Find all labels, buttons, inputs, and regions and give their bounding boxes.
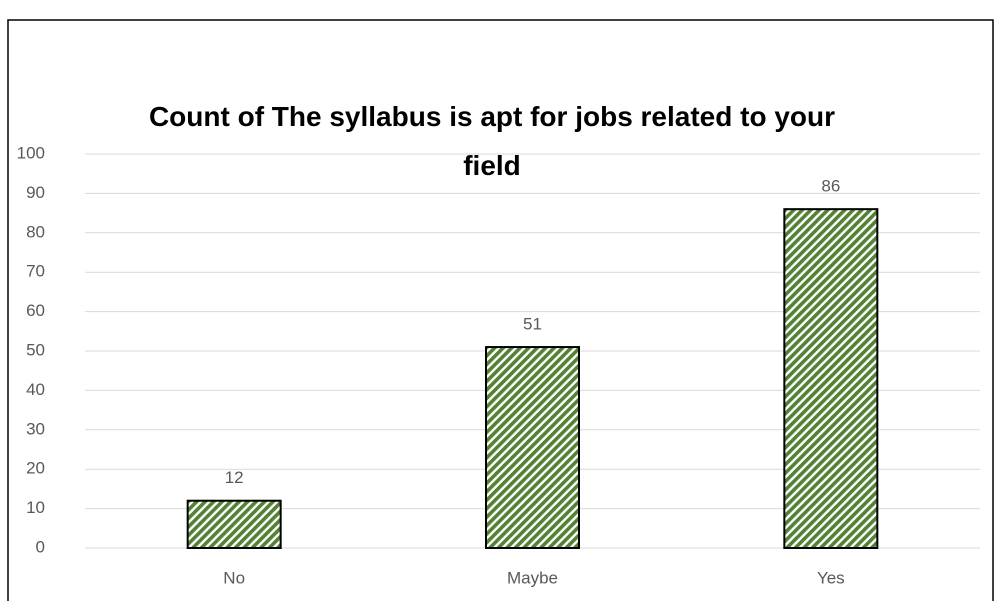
y-tick-label: 60 [26, 301, 45, 320]
data-label: 51 [523, 315, 542, 334]
y-tick-label: 10 [26, 498, 45, 517]
y-tick-label: 40 [26, 380, 45, 399]
data-label: 86 [821, 177, 840, 196]
x-tick-label: No [223, 568, 245, 587]
chart-border [7, 19, 994, 601]
bar [485, 346, 580, 549]
x-tick-label: Yes [817, 568, 845, 587]
y-tick-label: 20 [26, 459, 45, 478]
chart-title: Count of The syllabus is apt for jobs re… [148, 101, 836, 181]
y-tick-label: 80 [26, 222, 45, 241]
y-tick-label: 70 [26, 262, 45, 281]
y-tick-label: 90 [26, 183, 45, 202]
y-tick-label: 50 [26, 340, 45, 359]
y-tick-label: 0 [36, 537, 45, 556]
bar [783, 208, 879, 549]
y-tick-label: 30 [26, 419, 45, 438]
data-label: 12 [225, 468, 244, 487]
x-tick-label: Maybe [507, 568, 558, 587]
y-tick-label: 100 [17, 143, 45, 162]
bar [186, 499, 282, 549]
